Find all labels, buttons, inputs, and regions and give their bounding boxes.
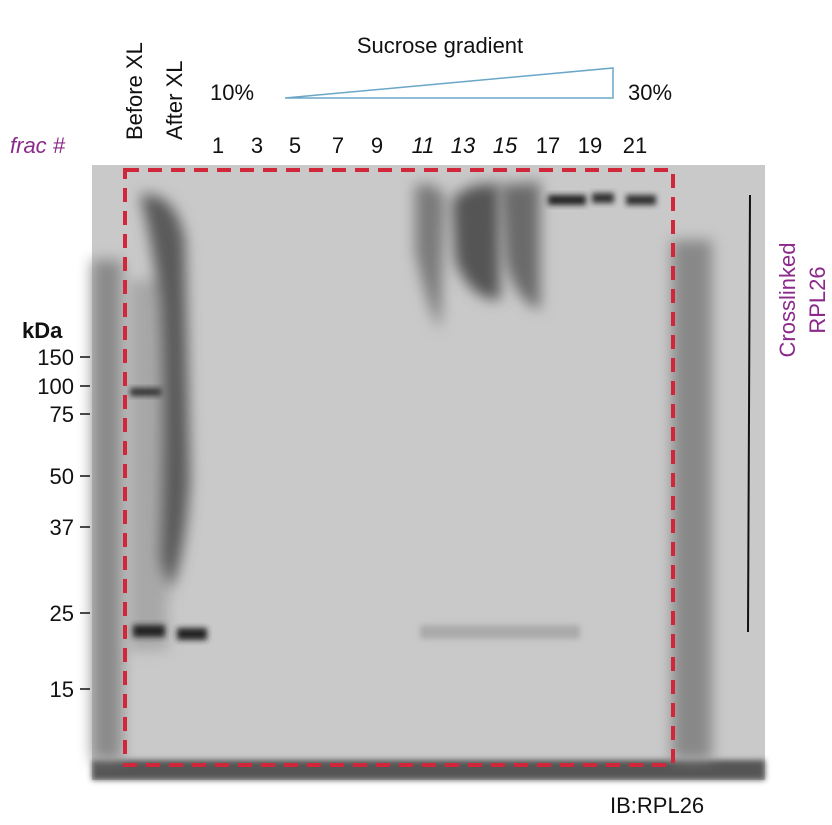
fraction-number: 3 [251, 133, 263, 158]
figure: Before XL After XL Sucrose gradient 10% … [0, 0, 832, 825]
gradient-title: Sucrose gradient [357, 33, 523, 58]
fraction-number: 15 [493, 133, 518, 158]
lane-label: Before XL [122, 42, 147, 140]
fraction-label: frac # [10, 133, 66, 158]
fraction-number: 13 [451, 133, 476, 158]
fraction-number: 21 [623, 133, 647, 158]
fraction-number: 9 [371, 133, 383, 158]
marker-label: 150 [37, 345, 74, 370]
marker-unit: kDa [22, 318, 63, 343]
marker-label: 50 [50, 464, 74, 489]
marker-label: 15 [50, 677, 74, 702]
marker-label: 37 [50, 515, 74, 540]
annotation: RPL26 [805, 266, 830, 333]
footer: IB:RPL26 [610, 793, 704, 818]
fraction-number: 5 [289, 133, 301, 158]
gradient-high: 30% [628, 80, 672, 105]
fraction-number: 7 [332, 133, 344, 158]
marker-label: 25 [50, 601, 74, 626]
fraction-number: 11 [412, 133, 435, 158]
fraction-number: 19 [578, 133, 602, 158]
gradient-wedge [285, 68, 613, 98]
fraction-number: 17 [536, 133, 560, 158]
gradient-low: 10% [210, 80, 254, 105]
lane-label: After XL [162, 61, 187, 140]
annotation: Crosslinked [775, 243, 800, 358]
fraction-number: 1 [212, 133, 224, 158]
marker-label: 100 [37, 374, 74, 399]
marker-label: 75 [50, 402, 74, 427]
